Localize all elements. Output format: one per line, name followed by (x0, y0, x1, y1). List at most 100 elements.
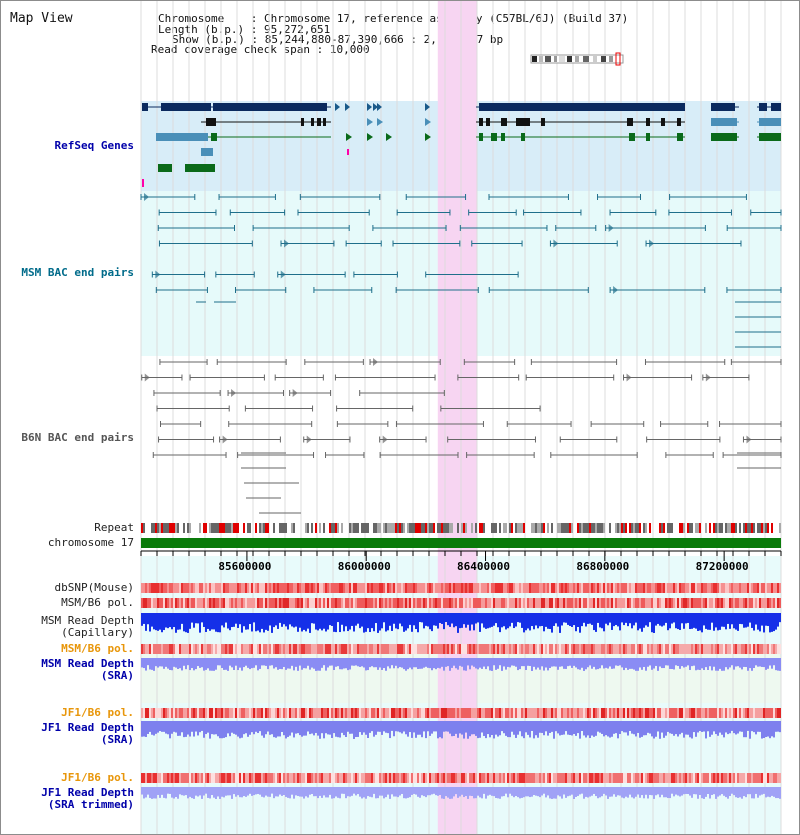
heat-cell (295, 773, 297, 783)
depth-bar (771, 613, 773, 632)
heat-cell (265, 644, 267, 654)
heat-cell (333, 773, 335, 783)
depth-bar (659, 787, 661, 798)
depth-bar (265, 613, 267, 630)
heat-cell (669, 773, 671, 783)
heat-cell (341, 583, 343, 593)
depth-bar (237, 787, 239, 796)
depth-bar (275, 613, 277, 626)
depth-bar (675, 721, 677, 735)
depth-bar (431, 613, 433, 632)
depth-bar (545, 658, 547, 668)
heat-cell (611, 708, 613, 718)
depth-bar (615, 721, 617, 734)
depth-bar (511, 658, 513, 666)
depth-bar (445, 787, 447, 797)
depth-bar (473, 658, 475, 667)
heat-cell (349, 598, 351, 608)
heat-cell (403, 583, 405, 593)
depth-bar (403, 613, 405, 632)
depth-bar (337, 658, 339, 667)
depth-bar (199, 721, 201, 733)
depth-bar (381, 787, 383, 796)
depth-bar (687, 613, 689, 623)
depth-bar (293, 658, 295, 671)
depth-bar (597, 721, 599, 732)
depth-bar (503, 721, 505, 734)
depth-bar (271, 787, 273, 794)
heat-cell (411, 598, 413, 608)
depth-bar (751, 658, 753, 671)
heat-cell (515, 644, 517, 654)
heat-cell (693, 583, 695, 593)
depth-bar (319, 721, 321, 739)
heat-cell (201, 773, 203, 783)
heat-cell (597, 773, 599, 783)
heat-cell (149, 583, 151, 593)
depth-bar (215, 721, 217, 735)
depth-bar (693, 613, 695, 628)
heat-cell (329, 708, 331, 718)
heat-cell (219, 644, 221, 654)
heat-cell (345, 644, 347, 654)
repeat-mark (715, 523, 717, 533)
depth-bar (399, 658, 401, 668)
depth-bar (751, 613, 753, 628)
depth-bar (337, 787, 339, 798)
depth-bar (217, 787, 219, 797)
heat-cell (673, 773, 675, 783)
depth-bar (359, 721, 361, 733)
repeat-mark (531, 523, 533, 533)
heat-cell (555, 644, 557, 654)
repeat-mark (141, 523, 143, 533)
heat-cell (711, 598, 713, 608)
depth-bar (445, 613, 447, 623)
heat-cell (327, 644, 329, 654)
depth-bar (465, 613, 467, 628)
heat-cell (627, 598, 629, 608)
heat-cell (265, 583, 267, 593)
heat-cell (229, 773, 231, 783)
heat-cell (527, 583, 529, 593)
depth-bar (489, 787, 491, 795)
depth-bar (425, 658, 427, 667)
depth-bar (353, 613, 355, 632)
heat-cell (621, 583, 623, 593)
heat-cell (777, 708, 779, 718)
heat-cell (481, 583, 483, 593)
repeat-mark (679, 523, 681, 533)
repeat-mark (509, 523, 511, 533)
heat-cell (687, 773, 689, 783)
repeat-mark (221, 523, 223, 533)
heat-cell (515, 708, 517, 718)
heat-cell (475, 583, 477, 593)
repeat-mark (189, 523, 191, 533)
heat-cell (715, 598, 717, 608)
depth-bar (455, 613, 457, 627)
depth-bar (521, 613, 523, 628)
depth-bar (607, 721, 609, 737)
heat-cell (293, 644, 295, 654)
repeat-mark (187, 523, 189, 533)
depth-bar (729, 613, 731, 629)
heat-cell (683, 644, 685, 654)
depth-bar (355, 613, 357, 626)
heat-cell (231, 598, 233, 608)
depth-bar (635, 658, 637, 671)
depth-bar (739, 787, 741, 798)
heat-cell (449, 583, 451, 593)
heat-cell (645, 598, 647, 608)
repeat-mark (267, 523, 269, 533)
heat-cell (413, 644, 415, 654)
depth-bar (229, 721, 231, 737)
heat-cell (777, 598, 779, 608)
depth-bar (669, 721, 671, 734)
repeat-mark (541, 523, 543, 533)
heat-cell (149, 644, 151, 654)
gene-exon (629, 133, 635, 141)
heat-cell (459, 708, 461, 718)
heat-cell (365, 598, 367, 608)
heat-cell (213, 708, 215, 718)
depth-bar (705, 787, 707, 797)
